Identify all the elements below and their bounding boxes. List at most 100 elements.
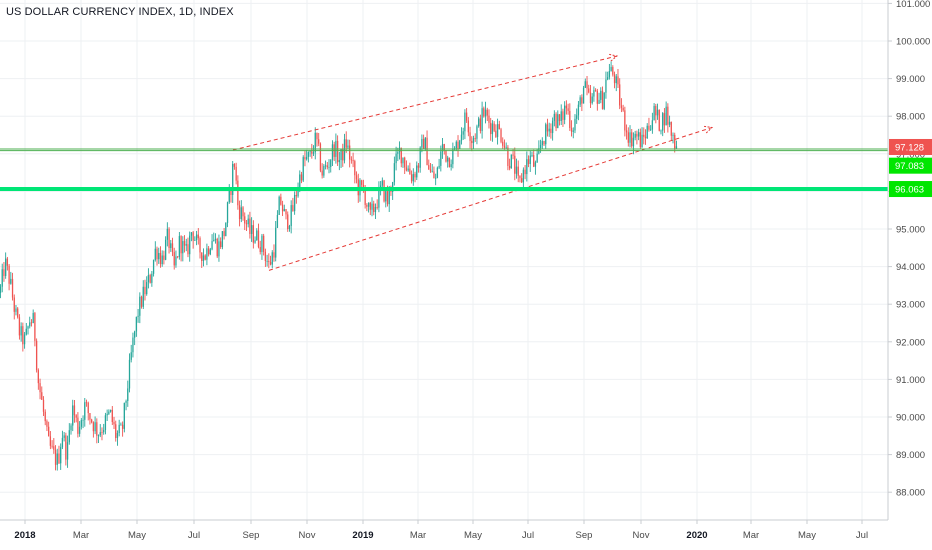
candle <box>572 127 574 139</box>
y-tick-label: 98.000 <box>896 112 925 123</box>
candle <box>515 158 518 179</box>
candle <box>354 159 356 184</box>
candle <box>39 378 41 400</box>
candle-body <box>120 424 122 426</box>
candle <box>271 250 273 269</box>
candle <box>214 233 217 244</box>
candle-body <box>29 322 31 327</box>
candle <box>615 73 617 92</box>
candle <box>0 284 2 299</box>
candle-body <box>121 424 124 429</box>
candle <box>436 166 439 179</box>
candle-body <box>252 225 254 243</box>
candle-body <box>457 141 459 150</box>
candle <box>369 201 371 216</box>
last-price-tag[interactable]: 97.128 <box>889 138 932 155</box>
candle <box>483 106 485 118</box>
candle-body <box>202 255 205 261</box>
candle-body <box>54 449 57 465</box>
candles <box>0 61 678 471</box>
candle <box>245 220 248 232</box>
candle <box>634 130 636 141</box>
candle-body <box>376 206 378 208</box>
candle <box>417 163 420 173</box>
candle <box>338 151 340 171</box>
price-axis[interactable]: 101.000100.00099.00098.00097.00096.00095… <box>887 0 932 520</box>
candle-body <box>533 155 535 167</box>
candle <box>508 158 511 171</box>
candle <box>311 143 313 159</box>
candle-body <box>340 149 342 161</box>
candle-body <box>106 413 108 416</box>
candle <box>6 256 9 271</box>
candle <box>247 214 249 228</box>
candle <box>428 159 430 170</box>
candle-body <box>118 424 120 434</box>
candle-body <box>189 235 191 255</box>
candle-body <box>527 159 530 164</box>
candle-body <box>548 128 550 132</box>
x-tick-label: Jul <box>188 530 200 541</box>
candle-body <box>385 191 387 202</box>
last-price-tag-label: 97.128 <box>895 142 924 153</box>
candle-body <box>416 165 418 178</box>
candle <box>324 160 327 170</box>
candle-body <box>159 252 162 265</box>
candle-body <box>144 286 146 295</box>
support-tag-thick[interactable]: 96.063 <box>889 181 932 198</box>
candle-body <box>577 104 580 116</box>
candle-body <box>221 231 224 247</box>
candle <box>238 200 241 227</box>
candle <box>314 127 316 160</box>
candle-body <box>283 209 285 212</box>
candle <box>414 171 416 183</box>
candle-body <box>505 147 507 149</box>
candle <box>104 412 107 435</box>
candle-body <box>503 145 506 148</box>
candle <box>54 445 57 471</box>
candle-body <box>295 195 297 197</box>
candle <box>207 246 210 257</box>
candle-body <box>637 132 640 137</box>
x-tick-label: Jul <box>522 530 534 541</box>
candle <box>173 247 175 270</box>
candle <box>448 157 451 168</box>
candle-body <box>490 122 492 135</box>
candle <box>137 308 139 323</box>
candle <box>111 406 113 426</box>
candle <box>249 211 251 239</box>
candle-body <box>23 334 26 345</box>
candle <box>376 199 378 210</box>
candle <box>569 103 571 131</box>
candle <box>574 114 576 134</box>
candle-body <box>404 157 406 168</box>
candle-body <box>422 138 425 149</box>
support-tag-thin[interactable]: 97.083 <box>889 157 932 174</box>
candle-body <box>123 402 125 429</box>
candle <box>478 116 480 128</box>
candle-body <box>323 165 325 176</box>
candle <box>433 166 435 179</box>
candle-body <box>455 141 457 149</box>
candle-body <box>378 187 380 208</box>
candle-body <box>491 123 494 135</box>
candle-body <box>139 296 141 316</box>
candle-body <box>228 190 230 203</box>
candle <box>498 120 500 130</box>
candle <box>139 292 141 324</box>
candle-body <box>264 251 267 262</box>
candle-body <box>261 235 263 253</box>
candle <box>464 109 466 140</box>
candle <box>555 112 557 132</box>
candle-body <box>285 209 287 215</box>
candle-body <box>173 252 175 266</box>
candle-body <box>30 322 33 324</box>
candle <box>49 431 52 450</box>
candle-body <box>388 190 390 205</box>
candle-body <box>275 227 277 258</box>
candle-body <box>486 109 488 116</box>
candle-body <box>66 442 69 460</box>
candle-body <box>68 430 70 443</box>
time-axis[interactable]: 2018 Mar May Jul Sep Nov 2019 Mar May Jul Sep Nov 20… <box>0 519 888 541</box>
